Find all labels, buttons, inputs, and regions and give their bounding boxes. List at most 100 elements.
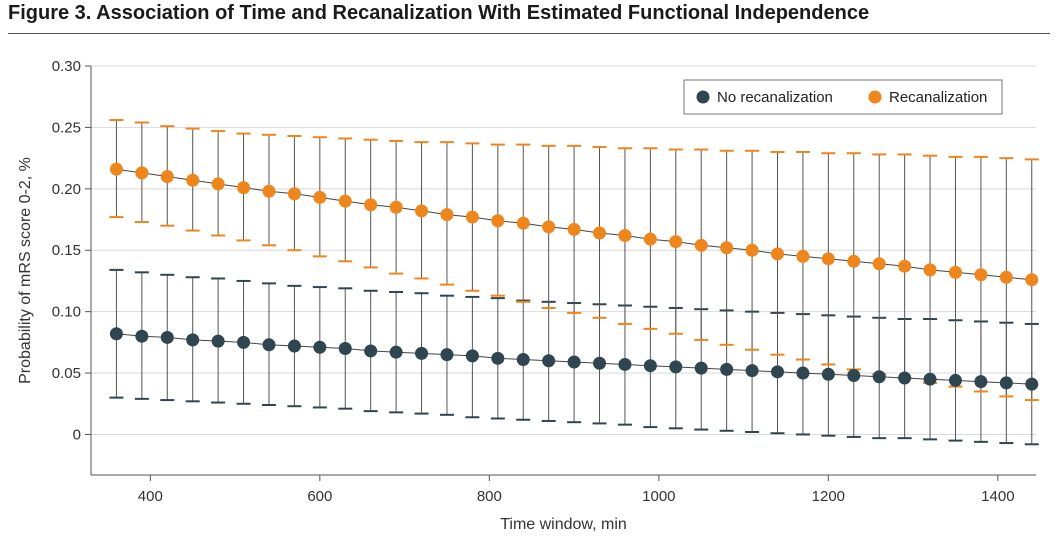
no-recanalization-point — [186, 333, 200, 347]
recanalization-point — [211, 177, 225, 191]
x-tick-label: 600 — [307, 488, 332, 505]
y-tick-label: 0.05 — [52, 365, 81, 382]
x-tick-label: 800 — [477, 488, 502, 505]
recanalization-point — [821, 252, 835, 266]
recanalization-point — [1025, 273, 1039, 287]
no-recanalization-point — [771, 365, 785, 379]
y-tick-label: 0.25 — [52, 119, 81, 136]
no-recanalization-point — [720, 362, 734, 376]
no-recanalization-point — [1025, 377, 1039, 391]
y-tick-label: 0.20 — [52, 181, 81, 198]
recanalization-point — [847, 254, 861, 268]
no-recanalization-point — [872, 370, 886, 384]
no-recanalization-point — [847, 369, 861, 383]
no-recanalization-point — [694, 361, 708, 375]
recanalization-point — [237, 181, 251, 195]
recanalization-point — [618, 228, 632, 242]
no-recanalization-point — [618, 357, 632, 371]
no-recanalization-point — [745, 364, 759, 378]
recanalization-point — [567, 222, 581, 236]
recanalization-point — [415, 204, 429, 218]
no-recanalization-point — [669, 360, 683, 374]
x-tick-label: 1200 — [812, 488, 845, 505]
no-recanalization-point — [567, 355, 581, 369]
recanalization-point — [313, 190, 327, 204]
no-recanalization-point — [999, 376, 1013, 390]
recanalization-point — [923, 263, 937, 277]
no-recanalization-point — [364, 344, 378, 358]
y-tick-label: 0 — [73, 426, 81, 443]
no-recanalization-point — [135, 329, 149, 343]
no-recanalization-point — [593, 356, 607, 370]
recanalization-point — [872, 257, 886, 271]
recanalization-point — [186, 173, 200, 187]
no-recanalization-point — [389, 345, 403, 359]
gridlines — [91, 65, 1036, 435]
recanalization-point — [338, 194, 352, 208]
recanalization-point — [796, 249, 810, 263]
legend-label-no-recanalization: No recanalization — [717, 89, 833, 106]
x-tick-label: 1400 — [981, 488, 1014, 505]
legend-box — [683, 79, 1003, 115]
no-recanalization-point — [643, 359, 657, 373]
legend-marker-no-recanalization — [696, 90, 710, 104]
recanalization-point — [287, 187, 301, 201]
no-recanalization-point — [338, 341, 352, 355]
y-tick-label: 0.30 — [52, 58, 81, 75]
recanalization-point — [974, 268, 988, 282]
x-tick-label: 1000 — [642, 488, 675, 505]
legend: No recanalization Recanalization — [683, 79, 1003, 115]
error-bars — [109, 119, 1039, 446]
no-recanalization-point — [237, 335, 251, 349]
no-recanalization-point — [262, 338, 276, 352]
no-recanalization-point — [287, 339, 301, 353]
recanalization-point — [593, 226, 607, 240]
figure-title: Figure 3. Association of Time and Recana… — [8, 2, 870, 24]
recanalization-point — [643, 232, 657, 246]
recanalization-point — [999, 270, 1013, 284]
recanalization-point — [440, 208, 454, 222]
no-recanalization-point — [974, 375, 988, 389]
no-recanalization-point — [948, 373, 962, 387]
recanalization-point — [465, 210, 479, 224]
y-axis-title: Probability of mRS score 0-2, % — [17, 157, 34, 384]
y-tick-label: 0.10 — [52, 304, 81, 321]
no-recanalization-point — [491, 351, 505, 365]
no-recanalization-point — [109, 327, 123, 341]
recanalization-point — [109, 162, 123, 176]
recanalization-point — [516, 216, 530, 230]
axes: 0 0.05 0.10 0.15 0.20 0.25 0.30 400 600 800 1000 12… — [17, 58, 1036, 533]
no-recanalization-point — [796, 366, 810, 380]
no-recanalization-point — [923, 372, 937, 386]
x-tick-label: 400 — [138, 488, 163, 505]
recanalization-point — [389, 200, 403, 214]
data-points — [109, 162, 1039, 391]
no-recanalization-point — [160, 330, 174, 344]
no-recanalization-point — [211, 334, 225, 348]
recanalization-point — [720, 241, 734, 255]
no-recanalization-point — [516, 353, 530, 367]
recanalization-point — [491, 214, 505, 228]
x-axis-title: Time window, min — [500, 516, 627, 533]
recanalization-point — [262, 184, 276, 198]
recanalization-point — [160, 170, 174, 184]
recanalization-point — [948, 265, 962, 279]
recanalization-point — [898, 259, 912, 273]
no-recanalization-point — [415, 346, 429, 360]
recanalization-point — [771, 247, 785, 261]
no-recanalization-point — [821, 367, 835, 381]
y-tick-label: 0.15 — [52, 242, 81, 259]
title-divider — [8, 33, 1050, 34]
no-recanalization-point — [898, 371, 912, 385]
no-recanalization-point — [465, 349, 479, 363]
legend-marker-recanalization — [868, 90, 882, 104]
recanalization-point — [669, 235, 683, 249]
no-recanalization-point — [440, 348, 454, 362]
recanalization-point — [542, 220, 556, 234]
no-recanalization-point — [313, 340, 327, 354]
recanalization-point — [745, 243, 759, 257]
recanalization-point — [694, 238, 708, 252]
legend-label-recanalization: Recanalization — [889, 89, 987, 106]
recanalization-point — [135, 166, 149, 180]
